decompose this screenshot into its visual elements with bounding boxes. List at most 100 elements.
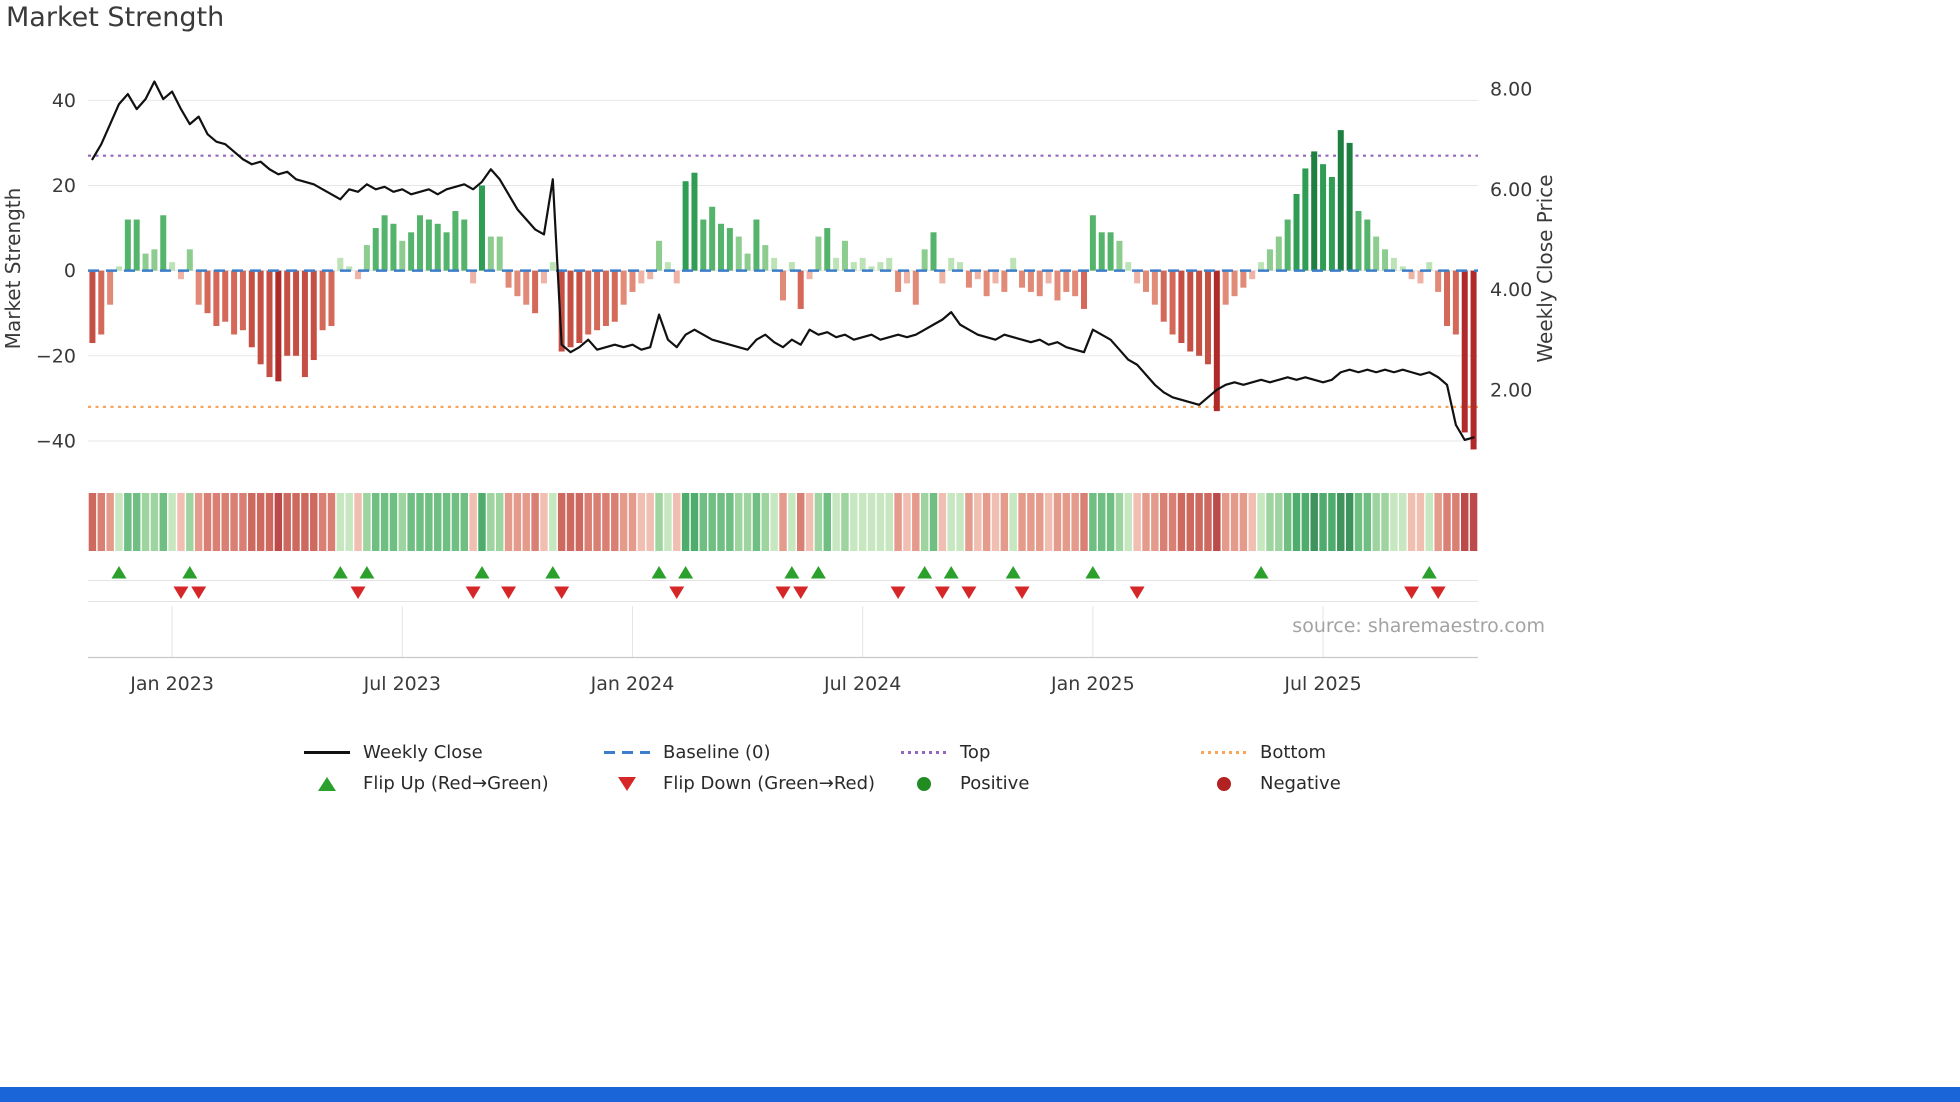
strength-bar (186, 249, 193, 271)
heatmap-cell (637, 493, 646, 551)
heatmap-cell (88, 493, 97, 551)
heatmap-cell (1027, 493, 1035, 551)
strength-bar (549, 262, 556, 271)
weekly-close-swatch-box (303, 751, 351, 754)
strength-bar (1081, 270, 1088, 309)
heatmap-cell (256, 493, 265, 551)
strength-bar (98, 270, 105, 335)
footer-bar (0, 1087, 1960, 1102)
strength-bar (1036, 270, 1043, 297)
legend-item-baseline: Baseline (0) (603, 737, 900, 768)
x-tick-label: Jul 2023 (363, 673, 441, 695)
strength-bar (1107, 232, 1114, 271)
heatmap-cell (965, 493, 973, 551)
heatmap-cell (850, 493, 858, 551)
flip-down-marker (793, 586, 809, 599)
strength-bar (1089, 215, 1096, 271)
flip-down-triangle-icon (618, 776, 636, 791)
strength-bar (1417, 270, 1424, 284)
price-tick-label: 2.00 (1490, 379, 1532, 401)
heatmap-cell (735, 493, 743, 551)
heatmap-cell (292, 493, 300, 551)
heatmap-cell (1460, 493, 1469, 551)
strength-bar (948, 257, 955, 271)
heatmap-cell (1407, 493, 1416, 551)
strength-bar (1435, 270, 1442, 292)
heatmap-cell (301, 493, 309, 551)
baseline-swatch-box (603, 751, 651, 754)
legend-label: Weekly Close (363, 742, 483, 763)
flip-up-marker (182, 566, 198, 579)
strength-bar (1355, 211, 1362, 271)
heatmap-cell (1275, 493, 1283, 551)
strength-bar (160, 215, 167, 271)
heatmap-cell (646, 493, 654, 551)
flip-up-swatch-box (303, 776, 351, 791)
strength-bar (1187, 270, 1194, 352)
strength-bar (89, 270, 96, 344)
strength-bar (1399, 266, 1406, 271)
y-tick-label: 40 (52, 90, 76, 112)
heatmap-cell (1390, 493, 1398, 551)
strength-bar (328, 270, 335, 326)
heatmap-cell (1071, 493, 1079, 551)
strength-bar (664, 262, 671, 271)
strength-bar (142, 253, 149, 271)
strength-bar (169, 262, 176, 271)
strength-bar (1001, 270, 1008, 292)
flip-up-marker (474, 566, 490, 579)
strength-bar (390, 223, 397, 271)
heatmap-cell (460, 493, 469, 551)
strength-bar (735, 236, 742, 271)
strength-bar (1213, 270, 1220, 412)
strength-bar (319, 270, 326, 331)
heatmap-cell (318, 493, 327, 551)
strength-bar (585, 270, 592, 335)
strength-bar (478, 185, 485, 271)
heatmap-cell (283, 493, 291, 551)
strength-bar (780, 270, 786, 301)
flip-up-marker (1085, 566, 1101, 579)
heatmap-cell (141, 493, 150, 551)
strength-bar (895, 270, 902, 292)
flip-down-marker (775, 586, 791, 599)
heatmap-cell (690, 493, 699, 551)
strength-bar (204, 270, 211, 314)
heatmap-cell (1434, 493, 1442, 551)
strength-bar (1054, 270, 1061, 301)
heatmap-cell (1425, 493, 1434, 551)
heatmap-cell (876, 493, 885, 551)
flip-up-marker (1253, 566, 1269, 579)
heatmap-cell (194, 493, 203, 551)
strength-bar (1382, 249, 1389, 271)
heatmap-cell (513, 493, 522, 551)
weekly-close-line-swatch (304, 751, 350, 754)
heatmap-cell (673, 493, 681, 551)
strength-bar (1142, 270, 1149, 292)
heatmap-cell (372, 493, 380, 551)
heatmap-cell (779, 493, 787, 551)
heatmap-cell (106, 493, 114, 551)
strength-bar (841, 240, 848, 271)
heatmap-cell (1062, 493, 1071, 551)
heatmap-cell (1000, 493, 1009, 551)
strength-bar (1178, 270, 1185, 344)
strength-bar (700, 219, 707, 271)
strength-bar (1125, 262, 1132, 271)
strength-bar (1098, 232, 1105, 271)
flip-up-marker (917, 566, 933, 579)
strength-bar (833, 257, 840, 271)
heatmap-cell (1159, 493, 1168, 551)
heatmap-cell (363, 493, 371, 551)
heatmap-cell (239, 493, 247, 551)
strength-bar (337, 257, 344, 271)
strength-bar (381, 215, 388, 271)
strength-bar (788, 262, 795, 271)
strength-bar (1337, 130, 1344, 271)
top-swatch-box (900, 751, 948, 754)
strength-bar (718, 223, 725, 271)
heatmap-cell (1124, 493, 1133, 551)
strength-bar (231, 270, 238, 335)
flip-down-marker (1014, 586, 1030, 599)
flip-down-marker (554, 586, 570, 599)
